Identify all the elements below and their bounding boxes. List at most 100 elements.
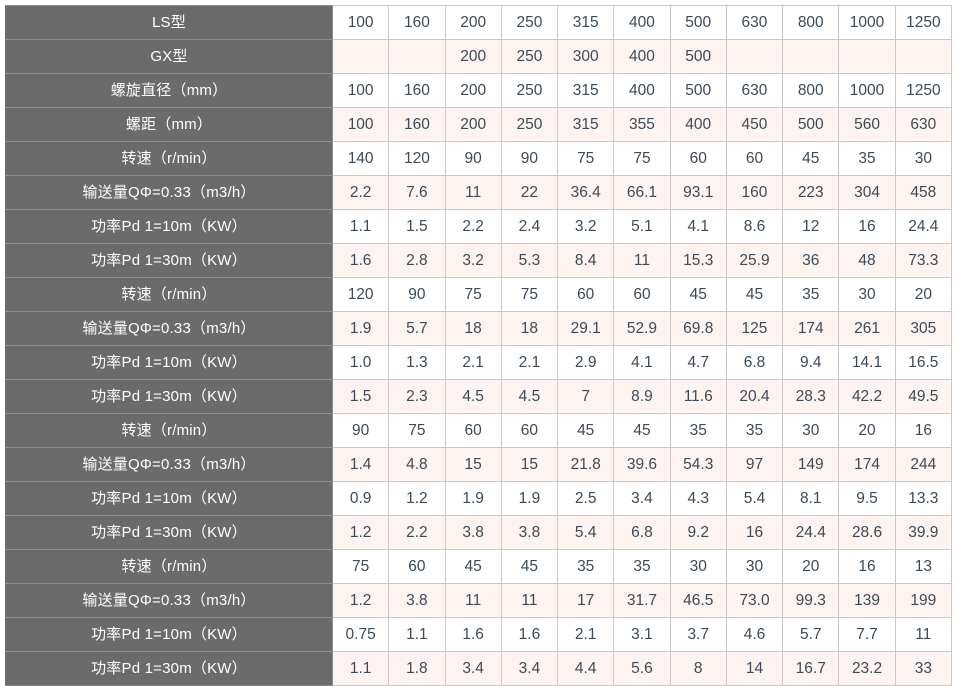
data-cell: 20	[782, 549, 840, 584]
data-cell: 11	[894, 617, 953, 652]
data-cell: 300	[557, 39, 615, 74]
row-label-cell: 功率Pd 1=30m（KW）	[5, 515, 333, 550]
data-cell: 23.2	[838, 651, 896, 686]
row-label-cell: 转速（r/min）	[5, 141, 333, 176]
data-cell	[894, 39, 953, 74]
data-cell: 14.1	[838, 345, 896, 380]
row-label-cell: 输送量QΦ=0.33（m3/h）	[5, 311, 333, 346]
data-cell: 8.4	[557, 243, 615, 278]
row-label-cell: 输送量QΦ=0.33（m3/h）	[5, 447, 333, 482]
data-cell: 75	[388, 413, 446, 448]
data-cell: 9.2	[669, 515, 727, 550]
data-cell: 223	[782, 175, 840, 210]
data-cell: 16	[894, 413, 953, 448]
data-cell: 60	[500, 413, 559, 448]
data-cell: 2.8	[388, 243, 446, 278]
data-cell: 18	[500, 311, 559, 346]
data-cell: 28.3	[782, 379, 840, 414]
row-label-cell: 转速（r/min）	[5, 277, 333, 312]
data-cell: 60	[669, 141, 727, 176]
data-cell: 6.8	[613, 515, 671, 550]
data-cell: 2.2	[331, 175, 390, 210]
data-cell: 1000	[838, 5, 896, 40]
data-cell: 69.8	[669, 311, 727, 346]
data-cell: 149	[782, 447, 840, 482]
data-cell: 1.4	[331, 447, 390, 482]
data-cell: 174	[782, 311, 840, 346]
data-cell: 120	[331, 277, 390, 312]
table-row: 螺距（mm） 100 160 200 250 315 355 400 450 500 560 630	[5, 107, 953, 142]
data-cell: 99.3	[782, 583, 840, 618]
row-label-cell: 功率Pd 1=10m（KW）	[5, 345, 333, 380]
data-cell: 400	[669, 107, 727, 142]
data-cell: 2.9	[557, 345, 615, 380]
table-row: 功率Pd 1=10m（KW） 1.0 1.3 2.1 2.1 2.9 4.1 4.7 6.8 9.…	[5, 345, 953, 380]
data-cell: 1.8	[388, 651, 446, 686]
table-row: 螺旋直径（mm） 100 160 200 250 315 400 500 630 800 1000 1…	[5, 73, 953, 108]
data-cell: 560	[838, 107, 896, 142]
data-cell: 305	[894, 311, 953, 346]
data-cell: 1.0	[331, 345, 390, 380]
data-cell: 500	[669, 5, 727, 40]
data-cell: 200	[444, 107, 502, 142]
data-cell: 42.2	[838, 379, 896, 414]
data-cell: 160	[388, 73, 446, 108]
data-cell: 8.6	[725, 209, 784, 244]
data-cell: 4.5	[500, 379, 559, 414]
data-cell: 1.3	[388, 345, 446, 380]
data-cell: 17	[557, 583, 615, 618]
data-cell: 200	[444, 5, 502, 40]
data-cell: 49.5	[894, 379, 953, 414]
data-cell: 93.1	[669, 175, 727, 210]
data-cell: 1.6	[444, 617, 502, 652]
data-cell: 35	[557, 549, 615, 584]
data-cell: 90	[500, 141, 559, 176]
data-cell: 1.2	[331, 515, 390, 550]
table-row: 功率Pd 1=30m（KW） 1.6 2.8 3.2 5.3 8.4 11 15.3 25.9 3…	[5, 243, 953, 278]
data-cell: 250	[500, 39, 559, 74]
data-cell: 1.2	[388, 481, 446, 516]
data-cell: 25.9	[725, 243, 784, 278]
data-cell: 315	[557, 73, 615, 108]
table-row: 功率Pd 1=10m（KW） 0.75 1.1 1.6 1.6 2.1 3.1 3.7 4.6 5…	[5, 617, 953, 652]
data-cell: 5.1	[613, 209, 671, 244]
data-cell: 0.75	[331, 617, 390, 652]
data-cell: 60	[613, 277, 671, 312]
data-cell: 3.4	[444, 651, 502, 686]
data-cell: 30	[894, 141, 953, 176]
data-cell: 315	[557, 5, 615, 40]
data-cell: 458	[894, 175, 953, 210]
data-cell: 1.1	[388, 617, 446, 652]
data-cell: 1.1	[331, 651, 390, 686]
row-label-cell: 转速（r/min）	[5, 413, 333, 448]
data-cell: 160	[388, 5, 446, 40]
data-cell: 250	[500, 5, 559, 40]
data-cell: 45	[725, 277, 784, 312]
spec-table-body: LS型 100 160 200 250 315 400 500 630 800 1000 1250 GX…	[5, 5, 953, 686]
data-cell: 400	[613, 5, 671, 40]
data-cell: 60	[444, 413, 502, 448]
data-cell: 11	[444, 583, 502, 618]
data-cell: 2.5	[557, 481, 615, 516]
data-cell: 90	[331, 413, 390, 448]
data-cell: 24.4	[894, 209, 953, 244]
data-cell: 9.5	[838, 481, 896, 516]
table-row: LS型 100 160 200 250 315 400 500 630 800 1000 1250	[5, 5, 953, 40]
data-cell: 8.1	[782, 481, 840, 516]
data-cell: 3.8	[388, 583, 446, 618]
data-cell: 14	[725, 651, 784, 686]
data-cell: 3.8	[444, 515, 502, 550]
data-cell: 8	[669, 651, 727, 686]
data-cell: 1.5	[388, 209, 446, 244]
data-cell: 24.4	[782, 515, 840, 550]
data-cell: 120	[388, 141, 446, 176]
data-cell: 54.3	[669, 447, 727, 482]
data-cell: 1.6	[500, 617, 559, 652]
data-cell: 400	[613, 73, 671, 108]
table-row: GX型 200 250 300 400 500	[5, 39, 953, 74]
table-row: 功率Pd 1=30m（KW） 1.5 2.3 4.5 4.5 7 8.9 11.6 20.4 28…	[5, 379, 953, 414]
table-row: 功率Pd 1=30m（KW） 1.2 2.2 3.8 3.8 5.4 6.8 9.2 16 24.…	[5, 515, 953, 550]
row-label-cell: 功率Pd 1=10m（KW）	[5, 481, 333, 516]
data-cell: 4.6	[725, 617, 784, 652]
row-label-cell: 转速（r/min）	[5, 549, 333, 584]
